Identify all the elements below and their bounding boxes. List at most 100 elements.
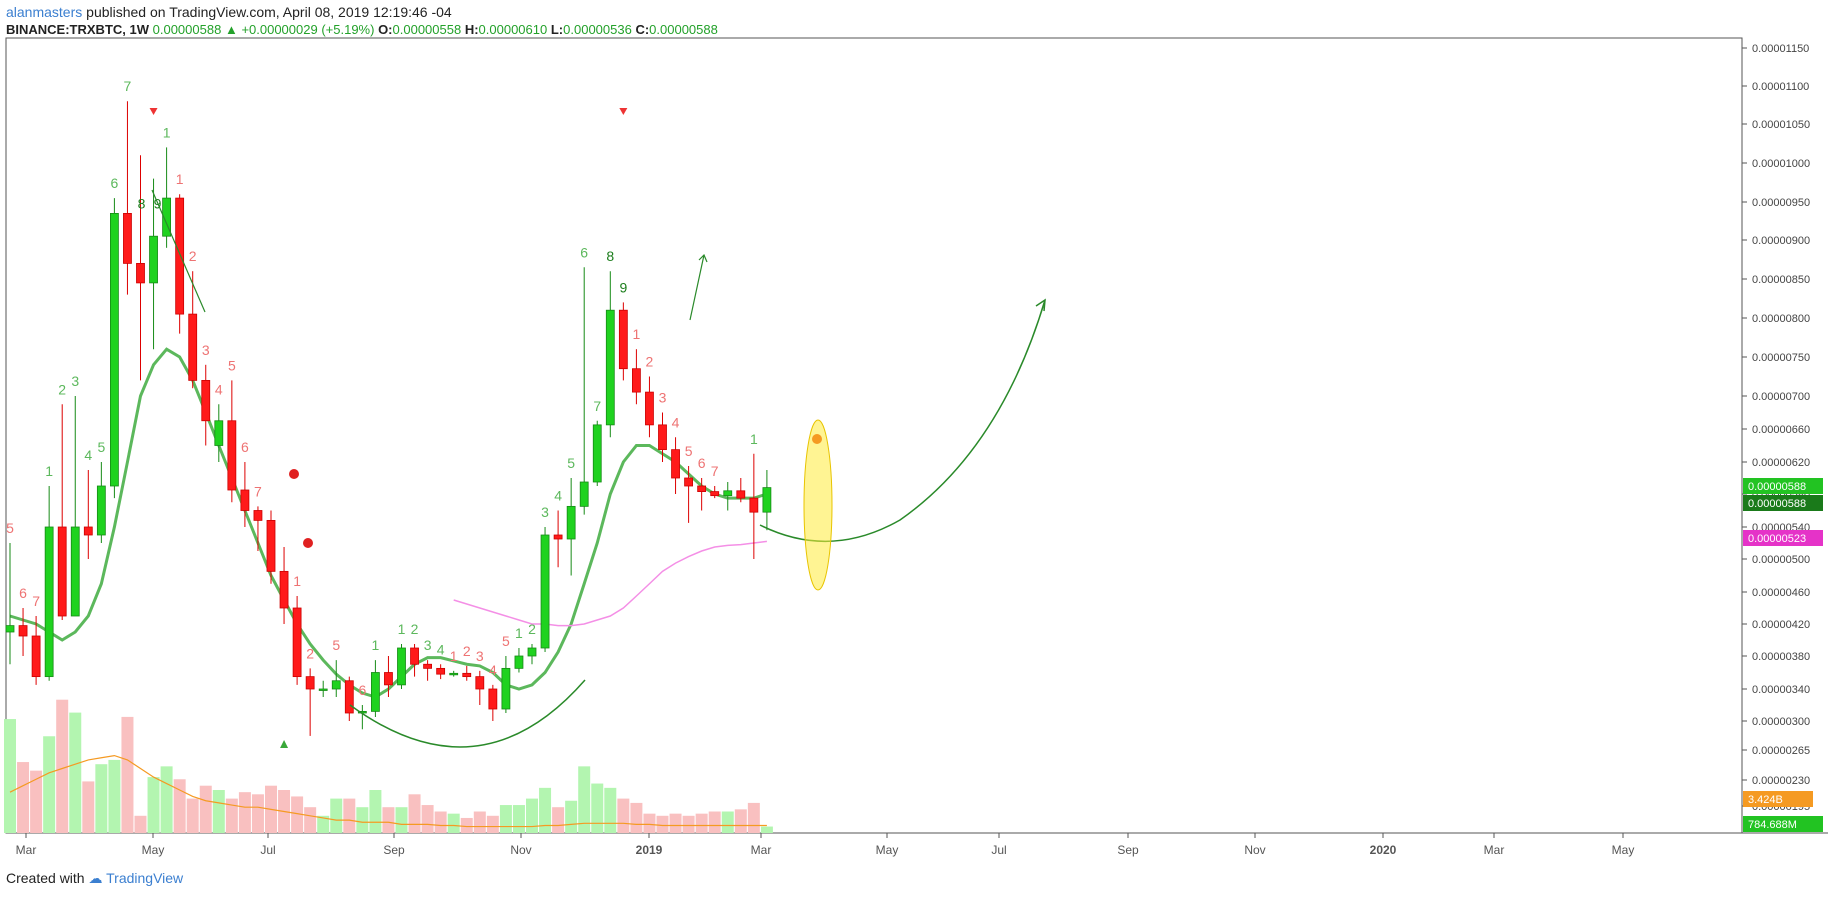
time-tick-label: Nov	[510, 843, 531, 857]
volume-bar	[682, 815, 695, 833]
sequential-count-label: 1	[515, 625, 523, 641]
time-tick-label: 2019	[636, 843, 663, 857]
candle-body	[762, 487, 772, 513]
sequential-count-label: 6	[698, 455, 706, 471]
candle-body	[18, 625, 28, 637]
candle-body	[527, 647, 537, 657]
sequential-count-label: 2	[306, 645, 314, 661]
price-tick-label: 0.00001050	[1752, 119, 1810, 131]
candle-body	[57, 526, 67, 617]
price-badge	[1743, 478, 1823, 494]
time-tick-label: May	[1612, 843, 1635, 857]
candle-body	[305, 676, 315, 690]
volume-bar	[43, 736, 56, 833]
time-tick-label: May	[876, 843, 899, 857]
candle-body	[449, 672, 459, 676]
ohlc-line: BINANCE:TRXBTC, 1W 0.00000588 ▲ +0.00000…	[6, 21, 718, 38]
price-badge	[1743, 495, 1823, 511]
sequential-count-label: 3	[541, 504, 549, 520]
price-tick-label: 0.00000265	[1752, 745, 1810, 757]
candle-body	[723, 490, 733, 497]
volume-bar	[186, 798, 199, 833]
price-tick-label: 0.00000850	[1752, 274, 1810, 286]
volume-bar	[460, 817, 473, 833]
volume-bar	[630, 802, 643, 833]
candle-body	[645, 391, 654, 426]
projection-arrowhead-icon	[1035, 298, 1046, 312]
volume-bar	[539, 787, 552, 833]
sequential-count-label: 1	[633, 326, 641, 342]
sequential-count-label: 5	[6, 520, 14, 536]
time-axis[interactable]: Mar May Jul Sep Nov 2019 Mar May Jul Sep Nov 2020 Ma…	[16, 833, 1635, 857]
candle-body	[266, 520, 276, 572]
footer: Created with ☁ TradingView	[6, 870, 183, 887]
sequential-count-label: 2	[528, 621, 536, 637]
sequential-count-label: 1	[176, 171, 184, 187]
low-label: L:	[550, 22, 564, 37]
candle-body	[462, 672, 472, 678]
plot-border	[5, 37, 1828, 834]
volume-bar	[356, 807, 369, 833]
candle-body	[475, 676, 485, 690]
price-tick-label: 0.00000950	[1752, 197, 1810, 209]
ma-slow-line	[453, 540, 767, 627]
price-tick-label: 0.00000230	[1752, 775, 1810, 787]
sequential-count-label: 6	[19, 585, 27, 601]
candle-body	[344, 680, 354, 714]
sequential-count-label: 6	[111, 175, 119, 191]
up-triangle-icon: ▲	[224, 22, 238, 37]
volume-bar	[721, 811, 734, 833]
sequential-count-label: 6	[580, 244, 588, 260]
sequential-count-label: 7	[593, 398, 601, 414]
price-tick-label: 0.00000380	[1752, 651, 1810, 663]
candle-body	[423, 663, 433, 669]
volume-bar	[591, 783, 604, 833]
trend-line	[689, 254, 705, 321]
volume-bar	[643, 813, 656, 833]
volume-bar	[304, 807, 317, 833]
tradingview-link[interactable]: TradingView	[106, 870, 184, 886]
sequential-count-label: 4	[672, 414, 680, 430]
volume-bar	[617, 798, 630, 833]
price-axis[interactable]: 0.00001150 0.00001100 0.00001050 0.00001000…	[1741, 38, 1823, 833]
publish-line: alanmasters published on TradingView.com…	[6, 4, 718, 21]
sequential-count-label: 4	[437, 641, 445, 657]
open-label: O:	[378, 22, 393, 37]
sequential-count-label: 8	[606, 248, 614, 264]
high-label: H:	[464, 22, 479, 37]
author-link[interactable]: alanmasters	[6, 4, 83, 20]
price-change: +0.00000029 (+5.19%)	[241, 22, 375, 37]
candle-body	[370, 672, 380, 712]
sequential-count-label: 7	[254, 483, 262, 499]
downtrend-line	[151, 189, 206, 313]
volume-bar	[147, 777, 160, 833]
time-tick-label: Mar	[16, 843, 37, 857]
price-tick-label: 0.00000420	[1752, 619, 1810, 631]
candle-body	[736, 490, 746, 499]
close-label: C:	[635, 22, 650, 37]
candle-body	[540, 534, 550, 649]
sequential-count-label: 5	[228, 357, 236, 373]
price-badge	[1743, 816, 1823, 832]
volume-bar	[4, 719, 16, 833]
volume-bar	[552, 807, 565, 833]
volume-bar	[421, 805, 434, 833]
volume-bar	[747, 802, 760, 833]
volume-bar	[134, 815, 147, 833]
volume-bar	[695, 813, 708, 833]
candle-body	[162, 197, 172, 237]
volume-bar	[382, 807, 395, 833]
volume-bar	[225, 798, 238, 833]
candle-body	[697, 485, 707, 492]
candle-body	[488, 688, 498, 710]
candle-body	[188, 313, 198, 381]
high-value: 0.00000610	[478, 22, 548, 37]
sequential-count-label: 6	[358, 682, 366, 698]
sequential-count-label: 5	[332, 637, 340, 653]
volume-bar	[173, 779, 186, 833]
volume-bar	[56, 699, 69, 833]
candle-body	[214, 420, 224, 446]
volume-bar	[578, 766, 591, 833]
candle-body	[31, 635, 41, 678]
